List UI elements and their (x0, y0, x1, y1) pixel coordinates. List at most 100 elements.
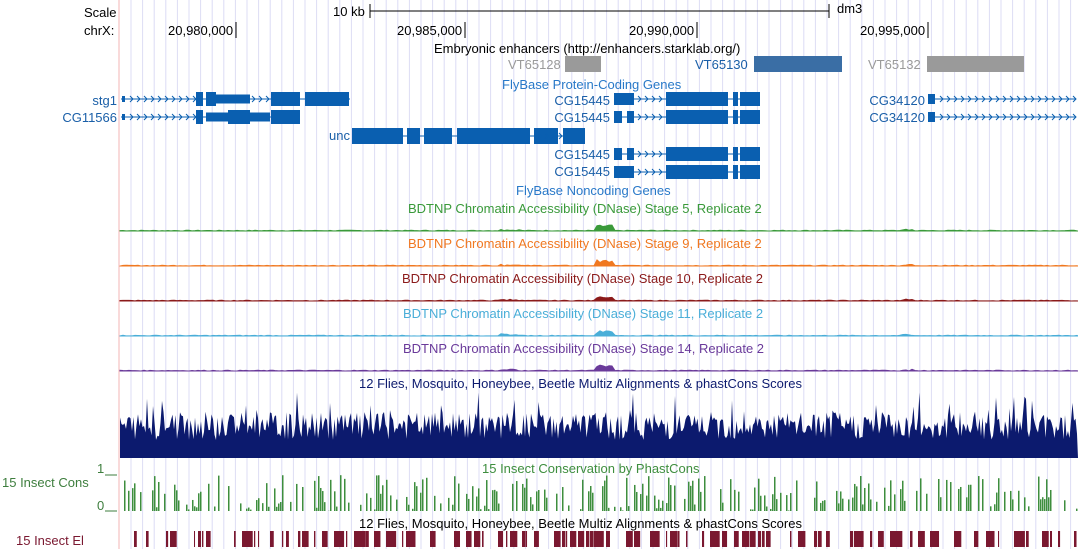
exon[interactable] (352, 128, 403, 144)
gene-label-cg15445-a[interactable]: CG15445 (554, 93, 610, 108)
exon[interactable] (733, 147, 738, 161)
gene-label-stg1[interactable]: stg1 (92, 93, 117, 108)
exon[interactable] (614, 166, 634, 178)
exon[interactable] (627, 148, 634, 160)
gene-cg15445-b[interactable] (614, 110, 760, 124)
gene-stg1[interactable] (121, 92, 350, 106)
gene-label-cg15445-b[interactable]: CG15445 (554, 110, 610, 125)
enhancer-label-vt65132[interactable]: VT65132 (868, 57, 921, 72)
conserved-elements (134, 531, 1077, 547)
exon[interactable] (614, 111, 622, 123)
multiz-wiggle (120, 392, 1078, 458)
enhancer-label-vt65128[interactable]: VT65128 (508, 57, 561, 72)
dnase-tracks (119, 224, 1078, 372)
scale-label: Scale (84, 5, 117, 20)
enhancer-vt65132[interactable] (927, 56, 1024, 72)
dnase-title-stage11[interactable]: BDTNP Chromatin Accessibility (DNase) St… (403, 306, 764, 321)
exon[interactable] (228, 110, 250, 124)
gene-label-cg15445-c[interactable]: CG15445 (554, 147, 610, 162)
position-label-4: 20,995,000 (860, 23, 926, 38)
exon[interactable] (563, 128, 585, 144)
exon[interactable] (216, 94, 250, 104)
enhancer-track[interactable] (565, 56, 1024, 72)
ruler[interactable] (235, 4, 929, 38)
flybase-coding-title[interactable]: FlyBase Protein-Coding Genes (502, 77, 682, 92)
exon[interactable] (206, 112, 228, 122)
exon[interactable] (666, 110, 728, 124)
dnase-signal (119, 330, 1078, 337)
exon[interactable] (740, 165, 760, 179)
enhancer-vt65128[interactable] (565, 56, 601, 72)
exon[interactable] (271, 110, 300, 124)
dnase-title-stage14[interactable]: BDTNP Chromatin Accessibility (DNase) St… (403, 341, 765, 356)
exon[interactable] (928, 112, 935, 122)
flybase-noncoding-title[interactable]: FlyBase Noncoding Genes (516, 183, 671, 198)
exon[interactable] (206, 92, 216, 106)
elements-title[interactable]: 12 Flies, Mosquito, Honeybee, Beetle Mul… (359, 516, 802, 531)
exon[interactable] (740, 92, 760, 106)
exon[interactable] (457, 128, 530, 144)
position-label-1: 20,980,000 (168, 23, 234, 38)
dnase-signal (119, 224, 1078, 232)
gene-cg15445-c[interactable] (614, 147, 760, 161)
exon[interactable] (424, 128, 452, 144)
exon[interactable] (666, 165, 728, 179)
dnase-signal (119, 259, 1078, 267)
exon[interactable] (740, 110, 760, 124)
chrom-label: chrX: (84, 23, 115, 38)
gene-label-cg11566[interactable]: CG11566 (62, 110, 117, 125)
exon[interactable] (305, 92, 349, 106)
flybase-coding-genes[interactable] (121, 92, 1077, 179)
phastcons-axis-max: 1 (97, 461, 105, 476)
dnase-title-stage10[interactable]: BDTNP Chromatin Accessibility (DNase) St… (402, 271, 764, 286)
exon[interactable] (614, 148, 622, 160)
phastcons-axis-min: 0 (97, 498, 105, 513)
exon[interactable] (122, 114, 125, 120)
multiz-title[interactable]: 12 Flies, Mosquito, Honeybee, Beetle Mul… (359, 376, 802, 391)
position-label-3: 20,990,000 (629, 23, 695, 38)
position-label-2: 20,985,000 (397, 23, 463, 38)
dnase-title-stage9[interactable]: BDTNP Chromatin Accessibility (DNase) St… (408, 236, 762, 251)
exon[interactable] (196, 92, 203, 106)
exon[interactable] (740, 147, 760, 161)
exon[interactable] (666, 92, 728, 106)
gene-label-cg34120-a[interactable]: CG34120 (869, 93, 925, 108)
exon[interactable] (196, 110, 203, 124)
gene-label-cg34120-b[interactable]: CG34120 (869, 110, 925, 125)
gene-cg11566[interactable] (121, 110, 300, 124)
gene-cg34120-a[interactable] (928, 94, 1077, 104)
gene-cg34120-b[interactable] (928, 112, 1077, 122)
exon[interactable] (928, 94, 935, 104)
exon[interactable] (122, 96, 125, 102)
enhancer-label-vt65130[interactable]: VT65130 (695, 57, 748, 72)
exon[interactable] (614, 93, 634, 105)
gene-label-cg15445-d[interactable]: CG15445 (554, 164, 610, 179)
enhancer-vt65130[interactable] (754, 56, 842, 72)
phastcons-wiggle (124, 475, 1078, 511)
enhancer-track-title[interactable]: Embryonic enhancers (http://enhancers.st… (434, 41, 741, 56)
assembly-label: dm3 (837, 1, 863, 16)
exon[interactable] (271, 92, 300, 106)
dnase-title-stage5[interactable]: BDTNP Chromatin Accessibility (DNase) St… (408, 201, 762, 216)
gene-unc[interactable] (352, 128, 585, 144)
exon[interactable] (666, 147, 728, 161)
exon[interactable] (250, 112, 270, 122)
exon[interactable] (733, 92, 738, 106)
exon[interactable] (627, 111, 634, 123)
gene-label-unc[interactable]: unc (329, 128, 350, 143)
exon[interactable] (407, 128, 420, 144)
phastcons-title[interactable]: 15 Insect Conservation by PhastCons (482, 461, 700, 476)
phastcons-axis (105, 474, 117, 512)
exon[interactable] (733, 110, 738, 124)
gene-cg15445-a[interactable] (614, 92, 760, 106)
elements-side-label[interactable]: 15 Insect El (16, 533, 84, 548)
gene-cg15445-d[interactable] (614, 165, 760, 179)
dnase-signal (119, 296, 1078, 302)
dnase-signal (119, 364, 1078, 372)
exon[interactable] (733, 165, 738, 179)
phastcons-side-label[interactable]: 15 Insect Cons (2, 475, 89, 490)
exon[interactable] (534, 128, 558, 144)
scale-bar-text: 10 kb (333, 4, 365, 19)
